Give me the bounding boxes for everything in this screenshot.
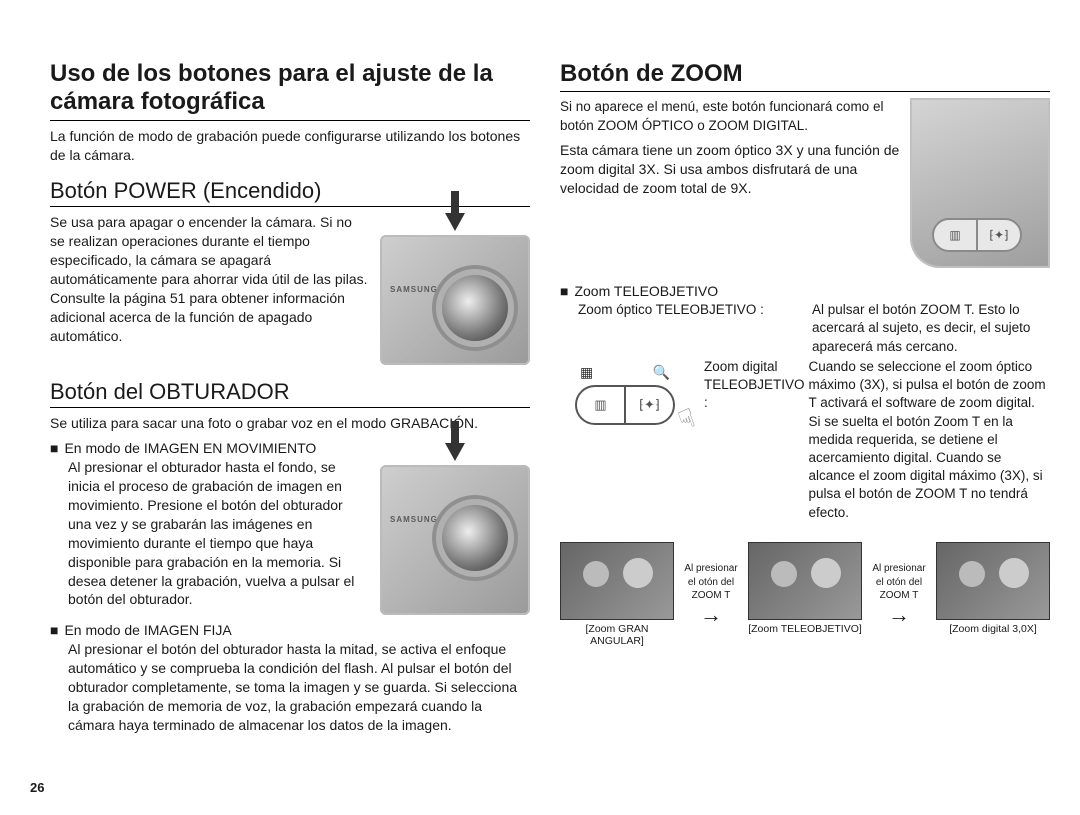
bullet-still-mode: ■ En modo de IMAGEN FIJA: [50, 621, 530, 640]
arrow-right-icon: →: [680, 604, 742, 626]
arrow-down-icon: [445, 213, 465, 231]
bullet-still-text: Al presionar el botón del obturador hast…: [68, 640, 530, 734]
camera-power-figure: SAMSUNG: [380, 213, 530, 365]
page-number: 26: [30, 780, 44, 795]
zoom-caption: [Zoom TELEOBJETIVO]: [748, 623, 862, 635]
zoom-button-diagram: ▦ 🔍 ▥ ⁅✦⁆ ☟: [560, 364, 690, 425]
zoom-wide-icon: ▥: [934, 220, 978, 250]
bullet-movie-mode: ■ En modo de IMAGEN EN MOVIMIENTO: [50, 439, 370, 458]
square-bullet-icon: ■: [50, 621, 58, 640]
zoom-example-digital: [Zoom digital 3,0X]: [936, 542, 1050, 647]
zoom-between-arrow: Al presionar el otón del ZOOM T →: [680, 542, 742, 647]
camera-photo: SAMSUNG: [380, 465, 530, 615]
zoom-caption: [Zoom GRAN ANGULAR]: [560, 623, 674, 647]
zoom-optical-text: Al pulsar el botón ZOOM T. Esto lo acerc…: [812, 301, 1050, 356]
intro-text: La función de modo de grabación puede co…: [50, 127, 530, 165]
hand-pointer-icon: ☟: [674, 402, 699, 437]
heading-shutter: Botón del OBTURADOR: [50, 379, 530, 408]
bullet-movie-text: Al presionar el obturador hasta el fondo…: [68, 458, 368, 609]
camera-corner-figure: ▥ ⁅✦⁆: [910, 98, 1050, 268]
zoom-wide-icon: ▥: [577, 387, 626, 423]
zoom-tele-icon: ⁅✦⁆: [626, 387, 673, 423]
magnifier-icon: 🔍: [653, 364, 670, 381]
zoom-example-tele: [Zoom TELEOBJETIVO]: [748, 542, 862, 647]
bullet-label: En modo de IMAGEN FIJA: [64, 621, 231, 640]
arrow-down-icon: [445, 443, 465, 461]
zoom-example-wide: [Zoom GRAN ANGULAR]: [560, 542, 674, 647]
zoom-between-arrow: Al presionar el otón del ZOOM T →: [868, 542, 930, 647]
bullet-label: Zoom TELEOBJETIVO: [574, 282, 718, 301]
between-text: ZOOM T: [680, 590, 742, 602]
zoom-control-icon: ▥ ⁅✦⁆: [932, 218, 1022, 252]
camera-photo: SAMSUNG: [380, 235, 530, 365]
zoom-intro-a: Si no aparece el menú, este botón funcio…: [560, 98, 900, 134]
camera-brand-label: SAMSUNG: [390, 515, 438, 524]
camera-shutter-figure: SAMSUNG: [380, 443, 530, 615]
zoom-optical-label: Zoom óptico TELEOBJETIVO :: [578, 301, 808, 356]
zoom-tele-icon: ⁅✦⁆: [978, 220, 1020, 250]
between-text: Al presionar: [868, 563, 930, 575]
power-text: Se usa para apagar o encender la cámara.…: [50, 213, 370, 345]
bullet-tele: ■ Zoom TELEOBJETIVO: [560, 282, 1050, 301]
zoom-intro-b: Esta cámara tiene un zoom óptico 3X y un…: [560, 141, 900, 198]
between-text: el otón del: [868, 577, 930, 589]
between-text: ZOOM T: [868, 590, 930, 602]
zoom-digital-label: Zoom digital TELEOBJETIVO :: [704, 358, 805, 522]
between-text: Al presionar: [680, 563, 742, 575]
zoom-examples-row: [Zoom GRAN ANGULAR] Al presionar el otón…: [560, 542, 1050, 647]
zoom-thumb: [748, 542, 862, 620]
square-bullet-icon: ■: [50, 439, 58, 458]
square-bullet-icon: ■: [560, 282, 568, 301]
zoom-digital-text: Cuando se seleccione el zoom óptico máxi…: [809, 358, 1050, 522]
arrow-right-icon: →: [868, 604, 930, 626]
between-text: el otón del: [680, 577, 742, 589]
zoom-thumb: [936, 542, 1050, 620]
zoom-digital-row: Zoom digital TELEOBJETIVO : Cuando se se…: [704, 358, 1050, 522]
heading-zoom: Botón de ZOOM: [560, 60, 1050, 92]
bullet-label: En modo de IMAGEN EN MOVIMIENTO: [64, 439, 316, 458]
camera-brand-label: SAMSUNG: [390, 285, 438, 294]
grid-icon: ▦: [580, 364, 593, 381]
zoom-thumb: [560, 542, 674, 620]
zoom-caption: [Zoom digital 3,0X]: [949, 623, 1037, 635]
heading-buttons: Uso de los botones para el ajuste de la …: [50, 60, 530, 121]
zoom-optical-row: Zoom óptico TELEOBJETIVO : Al pulsar el …: [578, 301, 1050, 356]
